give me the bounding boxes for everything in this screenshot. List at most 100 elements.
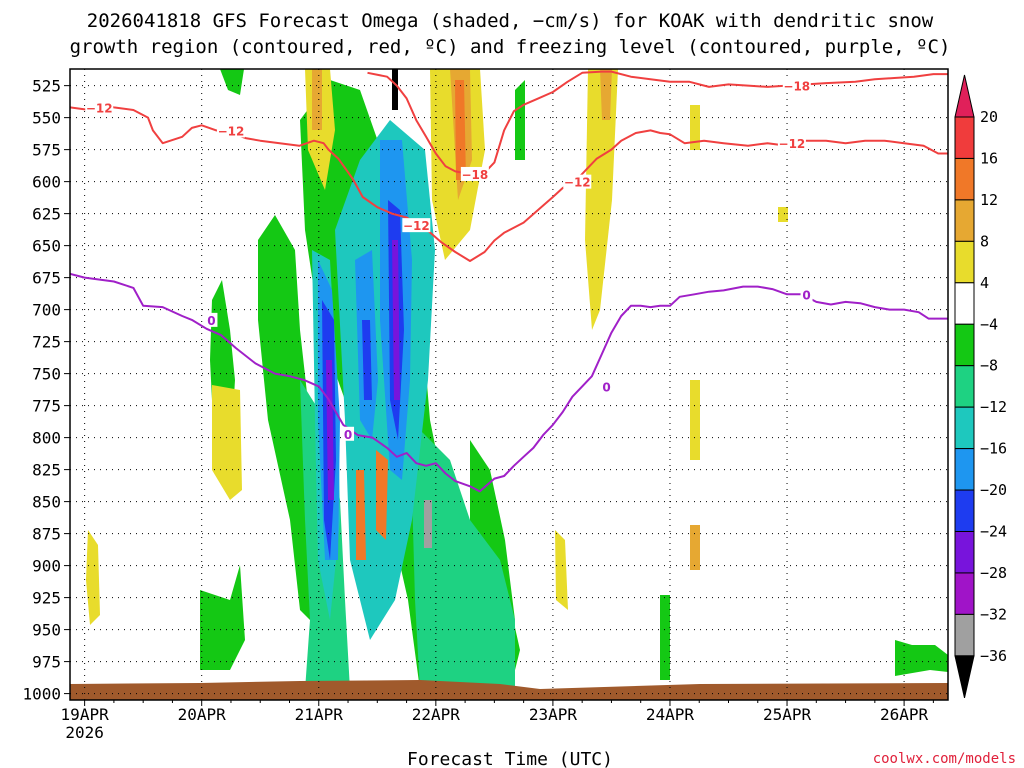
omega-descent-red-area	[455, 80, 466, 180]
y-tick-label: 525	[32, 77, 61, 96]
y-tick-label: 650	[32, 237, 61, 256]
colorbar-level-label: −28	[980, 564, 1007, 582]
omega-descent-orange-area	[600, 69, 612, 120]
y-tick-label: 750	[32, 365, 61, 384]
colorbar-swatch	[954, 282, 975, 325]
omega-descent-yellow-area	[690, 380, 700, 460]
contour-label-layer: −12 −12 −12 −12 −12 −18 −18 0 0 0 0	[85, 78, 813, 442]
dgz-contour-12-label: −12	[779, 137, 806, 151]
omega-descent-red-area	[376, 450, 388, 540]
omega-ascent-green-area	[895, 640, 948, 676]
y-tick-label: 775	[32, 397, 61, 416]
x-tick-label: 19APR	[61, 705, 110, 724]
omega-descent-orange-area	[312, 69, 322, 130]
x-tick-label: 25APR	[763, 705, 812, 724]
chart-title-line1: 2026041818 GFS Forecast Omega (shaded, −…	[87, 10, 934, 32]
colorbar-level-label: −32	[980, 605, 1007, 623]
y-tick-label: 925	[32, 589, 61, 608]
omega-descent-yellow-area	[212, 385, 242, 500]
omega-descent-red-area	[356, 470, 366, 560]
y-tick-label: 575	[32, 141, 61, 160]
colorbar-swatch	[954, 406, 975, 450]
dgz-contour-12-label-bg	[777, 136, 806, 151]
colorbar-level-label: 20	[980, 108, 998, 126]
credit-link[interactable]: coolwx.com/models	[873, 751, 1016, 767]
colorbar-level-label: 8	[980, 232, 989, 250]
x-axis-label: Forecast Time (UTC)	[407, 749, 613, 768]
y-tick-label: 800	[32, 429, 61, 448]
omega-shading	[86, 69, 948, 690]
contour-layer	[70, 70, 948, 493]
dgz-contour-18-label-bg	[460, 166, 489, 181]
colorbar-level-label: −24	[980, 523, 1007, 541]
dgz-contour-12-label-bg	[85, 100, 114, 115]
dgz-contour-12-label-bg	[216, 123, 245, 138]
colorbar-level-label: −8	[980, 357, 998, 375]
omega-ascent-green-area	[200, 565, 245, 670]
colorbar-swatch	[954, 448, 975, 491]
dgz-contour-18-label: −18	[461, 168, 488, 182]
omega-ascent-indigo-area	[362, 320, 372, 400]
y-tick-label: 975	[32, 653, 61, 672]
omega-ascent-black-area	[392, 69, 398, 110]
omega-descent-yellow-area	[690, 105, 700, 150]
y-tick-label: 725	[32, 333, 61, 352]
colorbar-swatch	[954, 572, 975, 615]
omega-ascent-green-area	[220, 69, 244, 95]
dgz-contour-12-label-bg	[563, 174, 592, 189]
colorbar-bottom-arrow	[954, 655, 975, 698]
omega-descent-yellow-area	[778, 207, 788, 222]
omega-descent-yellow-area	[555, 530, 568, 610]
y-tick-label: 550	[32, 109, 61, 128]
freezing-level-contour-label-bg	[342, 426, 355, 441]
colorbar-swatch	[954, 199, 975, 242]
colorbar-level-label: −4	[980, 315, 998, 333]
y-tick-label: 950	[32, 621, 61, 640]
colorbar: 20 16 12 8 4 −4 −8 −12 −16 −20 −24 −28 −32 −36	[954, 74, 1007, 698]
y-tick-label: 1000	[22, 685, 61, 704]
colorbar-swatch	[954, 157, 975, 201]
x-tick-label: 24APR	[646, 705, 695, 724]
colorbar-level-label: −36	[980, 647, 1007, 665]
dgz-contour-12	[70, 103, 948, 262]
freezing-level-contour-label-bg	[800, 287, 813, 302]
x-tick-label: 22APR	[412, 705, 461, 724]
colorbar-level-label: 16	[980, 149, 998, 167]
omega-ascent-seagreen-area	[410, 420, 515, 690]
y-tick-label: 825	[32, 461, 61, 480]
dgz-contour-18-label: −18	[783, 80, 810, 94]
ground-terrain	[70, 680, 948, 700]
freezing-level-contour-label: 0	[207, 314, 215, 328]
plot-frame	[69, 68, 949, 701]
x-tick-label: 21APR	[295, 705, 344, 724]
omega-descent-yellow-area	[585, 69, 618, 330]
colorbar-swatch	[954, 613, 975, 657]
y-axis: 525 550 575 600 625 650 675 700 725 750 775 800 825 8…	[22, 77, 70, 704]
colorbar-level-label: 12	[980, 191, 998, 209]
freezing-level-contour-label-bg	[600, 379, 613, 394]
freezing-level-contour-label: 0	[802, 288, 810, 302]
y-tick-label: 625	[32, 205, 61, 224]
y-tick-label: 875	[32, 525, 61, 544]
colorbar-swatch	[954, 323, 975, 367]
colorbar-level-label: −16	[980, 440, 1007, 458]
colorbar-top-arrow	[954, 74, 975, 118]
freezing-level-contour-label: 0	[344, 428, 352, 442]
omega-descent-yellow-area	[86, 530, 100, 625]
y-tick-label: 600	[32, 173, 61, 192]
omega-descent-orange-area	[690, 525, 700, 570]
dgz-contour-12-label: −12	[564, 176, 591, 190]
freezing-level-contour-label: 0	[602, 380, 610, 394]
colorbar-level-label: −12	[980, 398, 1007, 416]
omega-ascent-purple-area	[326, 360, 334, 500]
x-tick-label: 26APR	[880, 705, 929, 724]
colorbar-swatch	[954, 365, 975, 408]
dgz-contour-12-label: −12	[86, 101, 113, 115]
y-tick-label: 900	[32, 557, 61, 576]
freezing-level-contour	[70, 272, 948, 493]
colorbar-swatch	[954, 531, 975, 574]
dgz-contour-12-label: −12	[403, 219, 430, 233]
x-tick-label: 23APR	[529, 705, 578, 724]
